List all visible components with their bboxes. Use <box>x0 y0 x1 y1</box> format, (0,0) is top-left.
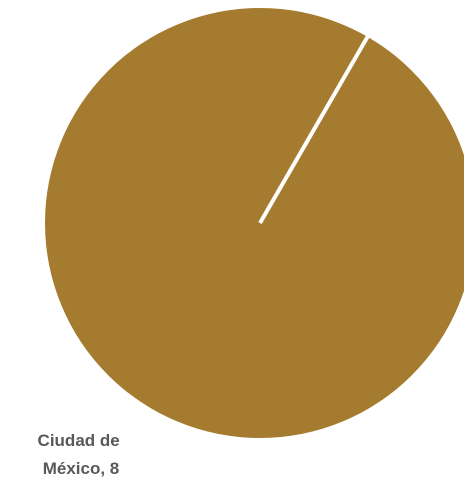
slice-separator <box>258 34 371 224</box>
slice-data-label-line2: México, 8 <box>43 459 120 478</box>
pie-slices <box>45 8 464 438</box>
slice-data-label-line1: Ciudad de <box>38 431 120 450</box>
slice-data-label: Ciudad de México, 8 <box>38 431 125 478</box>
pie-slice <box>45 8 464 438</box>
